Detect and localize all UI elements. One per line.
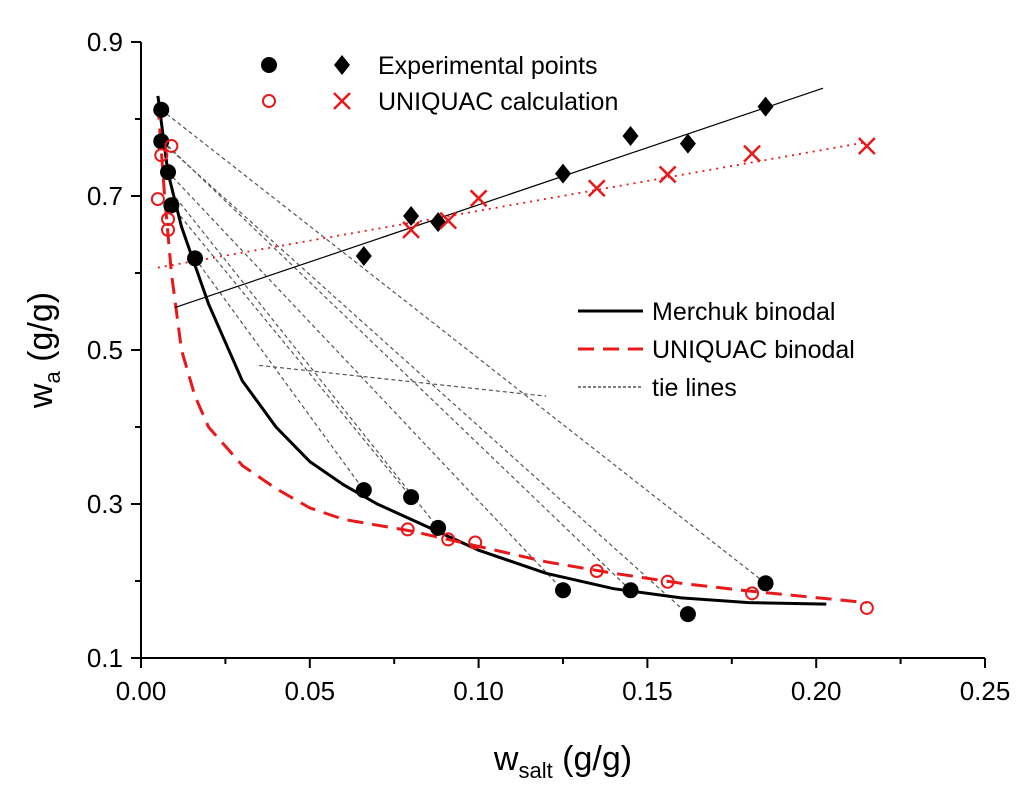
y-tick-label: 0.1	[87, 643, 123, 673]
legend-entry: Merchuk binodal	[652, 298, 835, 326]
filled-circle-point	[679, 606, 696, 623]
legend-entry: Experimental points	[378, 52, 598, 80]
cross-point	[857, 137, 876, 155]
y-tick-label: 0.7	[87, 181, 123, 211]
x-tick-label: 0.20	[791, 676, 842, 706]
x-tick-label: 0.05	[284, 676, 335, 706]
x-tick-label: 0.00	[116, 676, 167, 706]
y-tick-label: 0.3	[87, 489, 123, 519]
open-circle-point	[589, 563, 604, 578]
filled-circle-point	[153, 101, 170, 118]
tie-line	[160, 109, 766, 584]
open-circle-point	[468, 535, 483, 550]
legend-open-circle-icon	[262, 94, 276, 108]
filled-diamond-point	[622, 125, 639, 146]
open-circle-point	[150, 192, 165, 207]
legend-cross-icon	[333, 92, 351, 110]
legend-entry: UNIQUAC calculation	[378, 88, 618, 116]
open-circle-point	[400, 522, 415, 537]
open-circle-point	[161, 212, 176, 227]
open-circle-point	[745, 586, 760, 601]
filled-circle-point	[430, 519, 447, 536]
legend-filled-circle-icon	[261, 57, 277, 73]
cross-point	[658, 165, 677, 184]
open-circle-point	[161, 222, 176, 237]
filled-diamond-point	[679, 133, 696, 154]
filled-diamond-point	[403, 206, 420, 227]
y-tick-label: 0.5	[87, 335, 123, 365]
open-circle-point	[154, 148, 169, 163]
filled-circle-point	[403, 489, 420, 506]
filled-circle-point	[160, 164, 177, 181]
legend-filled-diamond-icon	[334, 55, 350, 75]
filled-diamond-point	[757, 96, 774, 117]
filled-diamond-point	[355, 246, 372, 267]
open-circle-point	[859, 600, 874, 615]
open-circle-point	[660, 574, 675, 589]
cross-point	[743, 144, 761, 163]
y-axis-label: wa (g/g)	[22, 292, 65, 409]
legend-entry: UNIQUAC binodal	[652, 336, 855, 364]
tie-line	[160, 140, 689, 615]
x-tick-label: 0.10	[453, 676, 504, 706]
tie-line	[170, 204, 412, 498]
tie-line	[167, 145, 631, 591]
filled-diamond-point	[555, 163, 571, 184]
legend-entry: tie lines	[652, 374, 737, 402]
filled-circle-point	[555, 582, 571, 599]
x-axis-label: wsalt (g/g)	[493, 740, 632, 783]
filled-circle-point	[622, 582, 639, 599]
tie-line	[259, 364, 547, 397]
filled-circle-point	[163, 197, 180, 214]
open-circle-point	[164, 138, 179, 153]
cross-point	[439, 211, 458, 230]
filled-circle-point	[355, 482, 372, 499]
y-tick-label: 0.9	[87, 27, 123, 57]
tie-line	[170, 191, 439, 529]
fit-line-line	[157, 141, 867, 269]
cross-point	[469, 189, 488, 208]
cross-point	[587, 179, 606, 198]
filled-circle-point	[187, 250, 204, 267]
x-tick-label: 0.25	[960, 676, 1011, 706]
open-circle-point	[441, 532, 456, 547]
fit-line-line	[174, 87, 824, 309]
filled-circle-point	[757, 575, 774, 592]
x-tick-label: 0.15	[622, 676, 673, 706]
uniquac-binodal-line	[156, 103, 867, 605]
cross-point	[402, 220, 420, 239]
tie-line	[167, 171, 564, 591]
tie-line	[194, 258, 365, 491]
